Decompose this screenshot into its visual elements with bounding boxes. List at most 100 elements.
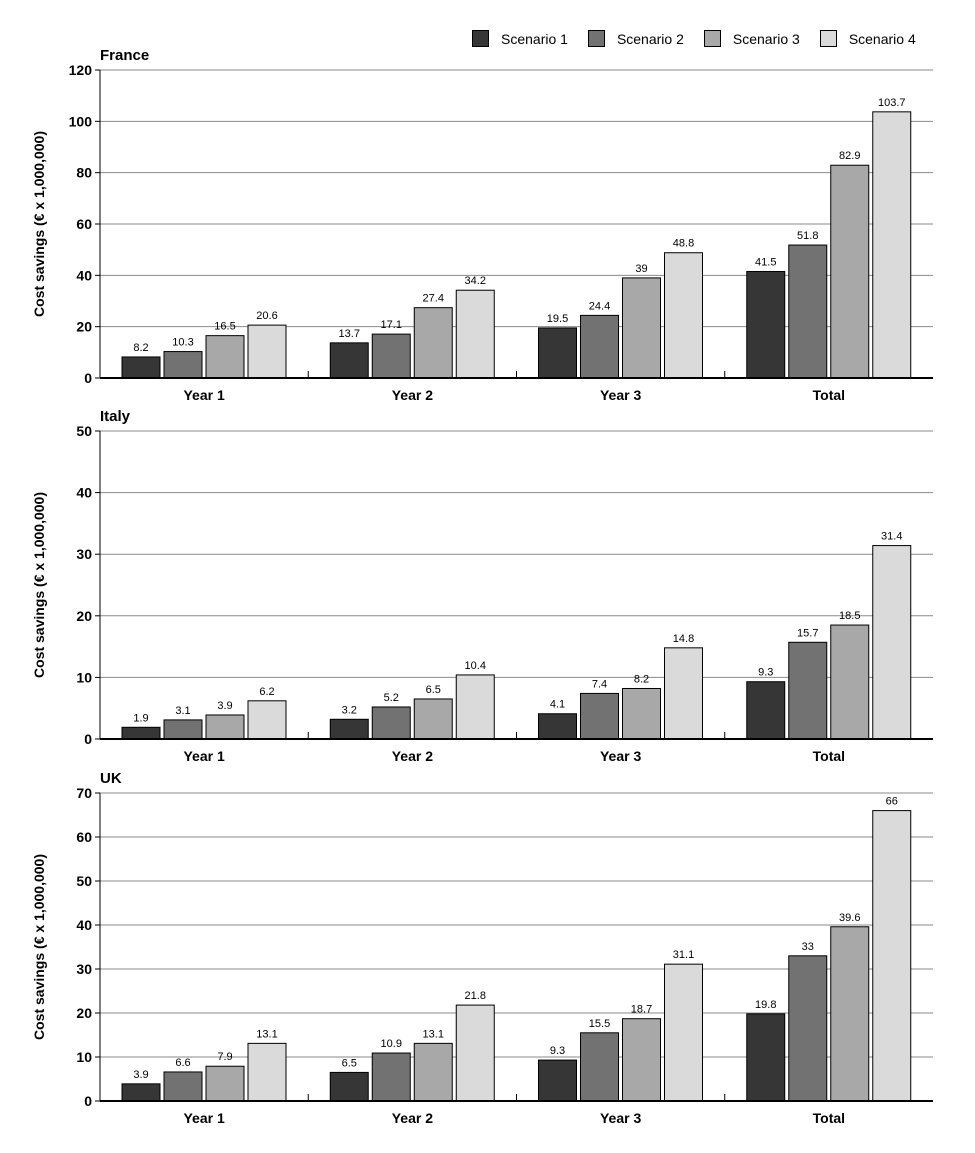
- data-label: 24.4: [589, 300, 610, 312]
- bar: [872, 810, 912, 1102]
- legend-label-scenario-2: Scenario 2: [616, 30, 684, 47]
- data-label: 21.8: [465, 990, 486, 1002]
- data-label: 1.9: [133, 712, 148, 724]
- bar: [413, 307, 453, 379]
- data-label: 4.1: [550, 699, 565, 711]
- x-category-label: Year 2: [392, 387, 433, 403]
- bar: [455, 1004, 495, 1102]
- bar: [664, 647, 703, 740]
- legend-label-scenario-3: Scenario 3: [732, 30, 800, 47]
- data-label: 6.5: [426, 684, 441, 696]
- bar: [413, 1042, 453, 1102]
- data-label: 34.2: [465, 275, 486, 287]
- data-label: 13.1: [423, 1028, 444, 1040]
- legend-swatch-scenario-1: [472, 30, 489, 47]
- bar: [664, 963, 703, 1102]
- data-label: 13.7: [339, 328, 360, 340]
- data-label: 18.5: [839, 610, 860, 622]
- x-category-label: Total: [813, 1110, 845, 1126]
- legend: Scenario 1 Scenario 2 Scenario 3 Scenari…: [472, 30, 936, 47]
- y-axis-title: Cost savings (€ x 1,000,000): [31, 854, 47, 1040]
- legend-item-scenario-1: Scenario 1: [472, 30, 568, 47]
- bar: [371, 333, 411, 379]
- data-label: 17.1: [381, 319, 402, 331]
- y-tick-label: 0: [84, 731, 92, 747]
- y-tick-label: 0: [84, 1093, 92, 1109]
- data-label: 33: [802, 941, 814, 953]
- y-tick-label: 50: [76, 423, 92, 439]
- y-tick-label: 30: [76, 961, 92, 977]
- bar: [163, 351, 203, 379]
- y-axis-title: Cost savings (€ x 1,000,000): [31, 131, 47, 317]
- y-tick-label: 60: [76, 216, 92, 232]
- data-label: 19.8: [755, 999, 776, 1011]
- bar: [329, 342, 369, 379]
- data-label: 13.1: [256, 1028, 277, 1040]
- legend-item-scenario-4: Scenario 4: [819, 30, 916, 47]
- bar: [830, 624, 870, 740]
- y-tick-label: 70: [76, 785, 92, 801]
- bar: [247, 1042, 287, 1102]
- data-label: 16.5: [214, 321, 235, 333]
- bar: [205, 1065, 245, 1102]
- bar: [538, 1059, 577, 1102]
- bar: [664, 252, 703, 379]
- bar: [622, 277, 661, 379]
- data-label: 15.5: [589, 1018, 610, 1030]
- bar: [163, 719, 203, 740]
- y-tick-label: 40: [76, 267, 92, 283]
- x-category-label: Total: [813, 748, 845, 764]
- bar: [205, 335, 245, 379]
- data-label: 7.9: [217, 1051, 232, 1063]
- bar: [830, 164, 870, 379]
- data-label: 9.3: [550, 1045, 565, 1057]
- panel-italy: Italy 0 10 20 30 40 50 Cost savings (€ x 1,000,…: [31, 408, 933, 764]
- legend-item-scenario-2: Scenario 2: [587, 30, 684, 47]
- x-category-label: Year 3: [600, 1110, 641, 1126]
- data-label: 8.2: [133, 342, 148, 354]
- legend-swatch-scenario-2: [587, 30, 605, 47]
- x-category-label: Year 3: [600, 387, 641, 403]
- data-label: 6.5: [342, 1057, 357, 1069]
- data-label: 3.9: [133, 1069, 148, 1081]
- legend-swatch-scenario-3: [703, 30, 721, 47]
- data-label: 31.4: [881, 531, 902, 543]
- bar: [580, 692, 619, 740]
- data-label: 10.3: [172, 337, 193, 349]
- x-category-label: Year 2: [392, 748, 433, 764]
- bar: [371, 706, 411, 740]
- y-tick-label: 10: [76, 1049, 92, 1065]
- bar: [163, 1071, 203, 1102]
- x-category-label: Year 3: [600, 748, 641, 764]
- y-tick-label: 30: [76, 546, 92, 562]
- y-tick-label: 20: [76, 608, 92, 624]
- data-label: 7.4: [592, 678, 607, 690]
- y-tick-label: 100: [69, 113, 93, 129]
- data-label: 19.5: [547, 313, 568, 325]
- bar: [329, 1071, 369, 1102]
- data-label: 51.8: [797, 230, 818, 242]
- legend-label-scenario-4: Scenario 4: [848, 30, 916, 47]
- x-category-label: Year 2: [392, 1110, 433, 1126]
- bar: [746, 681, 786, 740]
- y-tick-label: 80: [76, 165, 92, 181]
- bar: [622, 1018, 661, 1102]
- data-label: 27.4: [423, 293, 444, 305]
- bar: [455, 674, 495, 740]
- y-tick-label: 60: [76, 829, 92, 845]
- bar: [329, 718, 369, 740]
- data-label: 31.1: [673, 949, 694, 961]
- y-tick-label: 20: [76, 319, 92, 335]
- y-tick-label: 40: [76, 917, 92, 933]
- x-category-label: Year 1: [183, 748, 224, 764]
- data-label: 10.9: [381, 1038, 402, 1050]
- y-tick-label: 0: [84, 370, 92, 386]
- y-tick-label: 50: [76, 873, 92, 889]
- panel-title: UK: [100, 770, 122, 787]
- x-category-label: Year 1: [183, 387, 224, 403]
- data-label: 82.9: [839, 150, 860, 162]
- data-label: 48.8: [673, 238, 694, 250]
- bar: [538, 713, 577, 740]
- bar: [247, 324, 287, 379]
